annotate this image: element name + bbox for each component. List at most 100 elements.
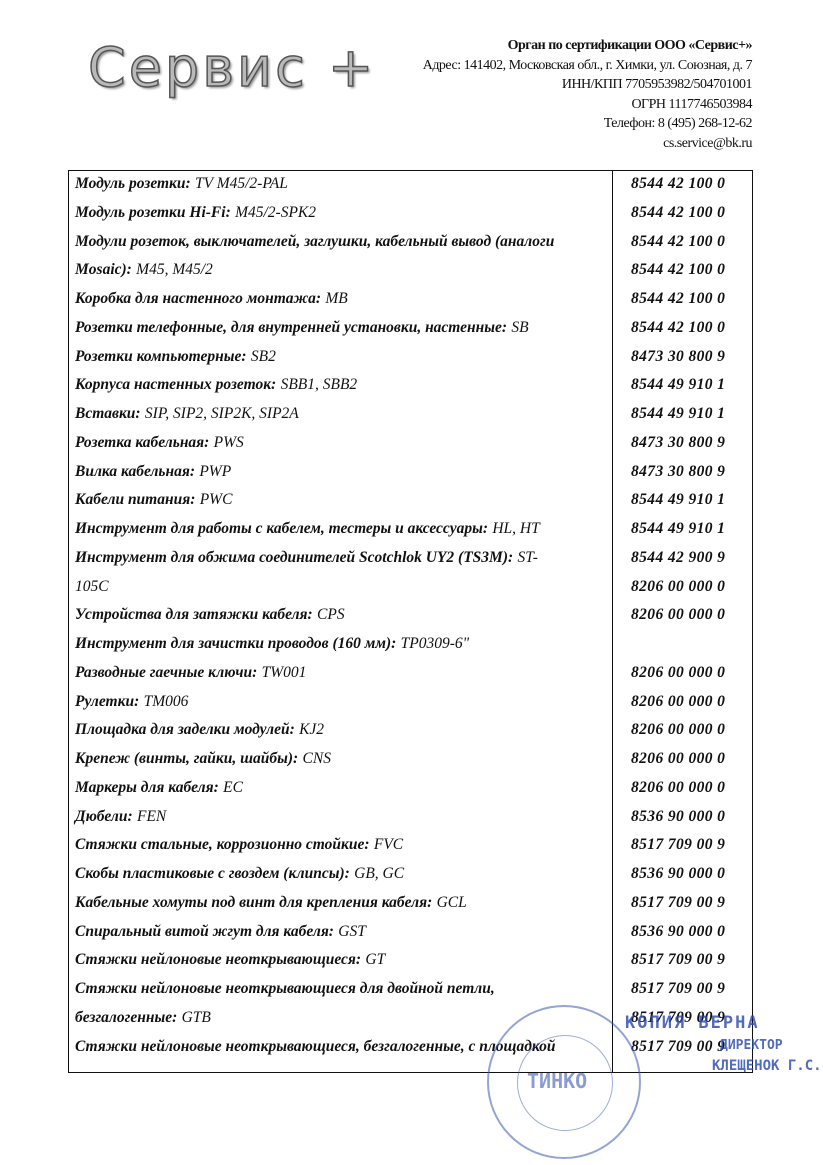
- item-model: EC: [223, 778, 243, 796]
- item-label: Стяжки нейлоновые неоткрывающиеся, безга…: [75, 1037, 556, 1055]
- item-model: FVC: [373, 836, 404, 854]
- table-row: Mosaic): M45, M45/2 8544 42 100 0: [69, 256, 752, 284]
- table-row: Площадка для заделки модулей: KJ2 8206 00 …: [69, 716, 752, 744]
- item-model: ST-: [517, 548, 538, 566]
- item-code: 8517 709 00 9: [631, 1008, 726, 1026]
- item-model: GB, GC: [354, 865, 405, 882]
- item-description: Вставки: SIP, SIP2, SIP2K, SIP2A: [75, 400, 299, 428]
- item-label: Кабели питания:: [75, 491, 196, 509]
- stamp-copy: КОПИЯ ВЕРНА: [625, 1013, 760, 1033]
- item-code: 8544 42 900 9: [631, 548, 726, 566]
- item-label: Устройства для затяжки кабеля:: [75, 606, 313, 624]
- item-description: Спиральный витой жгут для кабеля: GST: [75, 918, 366, 946]
- item-label: безгалогенные:: [75, 1008, 178, 1026]
- table-row: Стяжки нейлоновые неоткрывающиеся для дв…: [69, 975, 752, 1003]
- org-line: ОГРН 1117746503984: [631, 96, 752, 112]
- table-row: Разводные гаечные ключи: TW001 8206 00 000…: [69, 659, 752, 687]
- item-model: TP0309-6": [400, 635, 470, 652]
- item-code: 8544 42 100 0: [631, 175, 726, 192]
- item-code: 8517 709 00 9: [631, 980, 726, 997]
- item-label: Инструмент для работы с кабелем, тестеры…: [75, 520, 488, 537]
- item-description: Модуль розетки Hi-Fi: M45/2-SPK2: [75, 199, 316, 227]
- item-model: SB2: [250, 347, 276, 365]
- item-code: 8544 42 100 0: [631, 203, 726, 221]
- table-row: Коробка для настенного монтажа: MB 8544 42…: [69, 285, 752, 313]
- item-description: Стяжки нейлоновые неоткрывающиеся: GT: [75, 946, 385, 974]
- stamp-inner: [517, 1035, 613, 1131]
- item-description: Коробка для настенного монтажа: MB: [75, 285, 348, 313]
- item-label: Стяжки нейлоновые неоткрывающиеся для дв…: [75, 980, 495, 997]
- item-code: 8473 30 800 9: [631, 347, 726, 365]
- item-code: 8517 709 00 9: [631, 951, 726, 969]
- table-row: Розетки компьютерные: SB2 8473 30 800 9: [69, 343, 752, 371]
- item-label: Стяжки стальные, коррозионно стойкие:: [75, 836, 370, 854]
- item-description: Розетки телефонные, для внутренней устан…: [75, 314, 529, 342]
- item-code: 8544 49 910 1: [631, 491, 726, 509]
- item-model: SIP, SIP2, SIP2K, SIP2A: [144, 405, 299, 422]
- org-line: Телефон: 8 (495) 268-12-62: [603, 116, 753, 131]
- item-label: Модуль розетки Hi-Fi:: [75, 203, 231, 221]
- item-description: Стяжки нейлоновые неоткрывающиеся, безга…: [75, 1033, 556, 1061]
- table-row: Вставки: SIP, SIP2, SIP2K, SIP2A 8544 49 9…: [69, 400, 752, 428]
- stamp-center: ТИНКО: [527, 1069, 588, 1093]
- table-row: Вилка кабельная: PWP 8473 30 800 9: [69, 458, 752, 486]
- item-code: 8206 00 000 0: [631, 606, 726, 624]
- item-code: 8206 00 000 0: [631, 663, 726, 681]
- item-label: Розетка кабельная:: [75, 433, 210, 451]
- table-row: Стяжки нейлоновые неоткрывающиеся: GT 8517…: [69, 946, 752, 974]
- item-label: Розетки телефонные, для внутренней устан…: [75, 318, 508, 336]
- item-description: 105C: [75, 573, 109, 601]
- item-description: Разводные гаечные ключи: TW001: [75, 659, 306, 687]
- org-line: cs.service@bk.ru: [663, 135, 752, 151]
- item-label: Кабельные хомуты под винт для крепления …: [75, 893, 433, 911]
- item-description: Площадка для заделки модулей: KJ2: [75, 716, 324, 744]
- item-model: HL, HT: [492, 520, 540, 537]
- table-row: Розетка кабельная: PWS 8473 30 800 9: [69, 429, 752, 457]
- item-description: Розетки компьютерные: SB2: [75, 343, 276, 371]
- item-label: Скобы пластиковые с гвоздем (клипсы):: [75, 865, 350, 882]
- item-code: 8536 90 000 0: [631, 922, 726, 940]
- item-model: SBB1, SBB2: [280, 376, 358, 394]
- item-label: Инструмент для зачистки проводов (160 мм…: [75, 635, 397, 652]
- item-code: 8206 00 000 0: [631, 721, 726, 739]
- org-line: Адрес: 141402, Московская обл., г. Химки…: [422, 57, 753, 73]
- item-code: 8544 49 910 1: [631, 405, 726, 422]
- item-label: Розетки компьютерные:: [75, 347, 247, 365]
- item-description: Кабели питания: PWC: [75, 486, 232, 514]
- item-model: GTB: [181, 1008, 211, 1026]
- item-model: TM006: [143, 692, 189, 710]
- item-code: 8517 709 00 9: [631, 836, 726, 854]
- item-description: Крепеж (винты, гайки, шайбы): CNS: [75, 745, 331, 773]
- column-divider: [612, 171, 613, 1072]
- products-table: Модуль розетки: TV M45/2-PAL 8544 42 100 0…: [68, 170, 753, 1073]
- item-label: Рулетки:: [75, 692, 140, 710]
- org-line: Орган по сертификации ООО «Сервис+»: [507, 38, 753, 53]
- item-code: 8544 49 910 1: [631, 520, 726, 537]
- table-row: Инструмент для работы с кабелем, тестеры…: [69, 515, 752, 543]
- item-label: Разводные гаечные ключи:: [75, 663, 258, 681]
- table-row: Стяжки нейлоновые неоткрывающиеся, безга…: [69, 1033, 752, 1061]
- table-row: Рулетки: TM006 8206 00 000 0: [69, 688, 752, 716]
- item-model: PWS: [213, 433, 244, 451]
- item-code: 8473 30 800 9: [631, 433, 726, 451]
- item-code: 8544 42 100 0: [631, 261, 726, 279]
- item-label: Модуль розетки:: [75, 175, 191, 192]
- table-row: Крепеж (винты, гайки, шайбы): CNS 8206 00 …: [69, 745, 752, 773]
- logo: Сервис +: [87, 35, 377, 100]
- item-model: GCL: [436, 893, 467, 911]
- item-description: Mosaic): M45, M45/2: [75, 256, 213, 284]
- item-code: 8536 90 000 0: [631, 865, 726, 882]
- item-model: CPS: [317, 606, 345, 624]
- item-description: Инструмент для обжима соединителей Scotc…: [75, 544, 538, 572]
- item-code: 8206 00 000 0: [631, 778, 726, 796]
- item-description: Скобы пластиковые с гвоздем (клипсы): GB,…: [75, 860, 404, 888]
- item-label: Дюбели:: [75, 807, 133, 825]
- item-code: 8517 709 00 9: [631, 1037, 726, 1055]
- item-code: 8544 42 100 0: [631, 290, 726, 307]
- item-code: 8544 42 100 0: [631, 318, 726, 336]
- table-row: Кабельные хомуты под винт для крепления …: [69, 889, 752, 917]
- item-label: Корпуса настенных розеток:: [75, 376, 277, 394]
- item-description: Стяжки нейлоновые неоткрывающиеся для дв…: [75, 975, 495, 1003]
- item-description: Вилка кабельная: PWP: [75, 458, 231, 486]
